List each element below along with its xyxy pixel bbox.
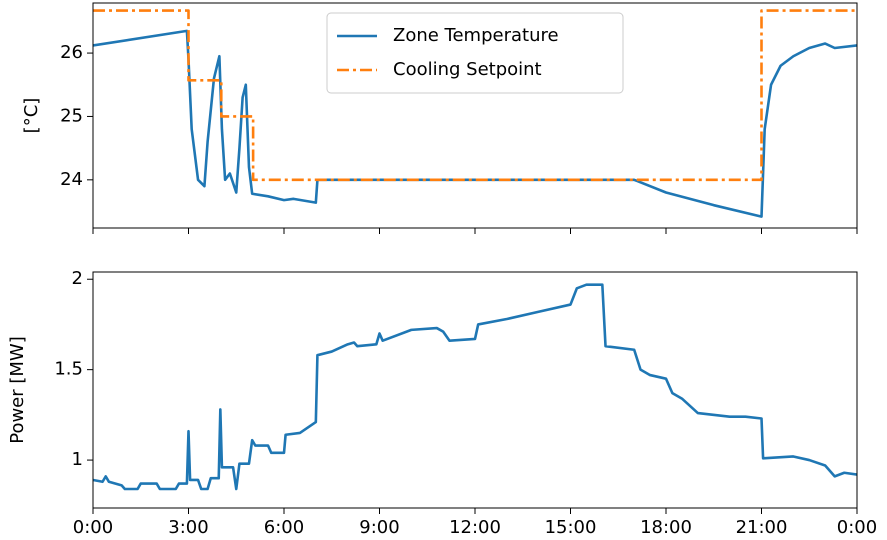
series-line bbox=[93, 283, 857, 491]
plot-frame bbox=[92, 2, 858, 229]
legend-label: Cooling Setpoint bbox=[393, 59, 542, 80]
x-tick-label: 0:00 bbox=[837, 517, 877, 538]
x-tick-label: 3:00 bbox=[168, 517, 208, 538]
plot-frame bbox=[92, 271, 858, 509]
x-tick-label: 6:00 bbox=[264, 517, 304, 538]
y-axis-label: [°C] bbox=[21, 98, 42, 134]
series-line bbox=[93, 9, 857, 182]
y-tick-label: 26 bbox=[60, 42, 83, 63]
x-tick-label: 9:00 bbox=[359, 517, 399, 538]
legend-frame bbox=[326, 12, 624, 94]
x-tick-label: 12:00 bbox=[449, 517, 501, 538]
legend-label: Zone Temperature bbox=[393, 25, 559, 46]
x-tick-label: 0:00 bbox=[73, 517, 113, 538]
y-tick-label: 24 bbox=[60, 169, 83, 190]
y-tick-label: 2 bbox=[72, 268, 83, 289]
x-tick-label: 18:00 bbox=[640, 517, 692, 538]
y-tick-label: 1 bbox=[72, 449, 83, 470]
y-tick-label: 25 bbox=[60, 105, 83, 126]
y-axis-label: Power [MW] bbox=[7, 336, 28, 444]
x-tick-label: 15:00 bbox=[545, 517, 597, 538]
y-tick-label: 1.5 bbox=[54, 359, 83, 380]
series-line bbox=[93, 29, 857, 218]
x-tick-label: 21:00 bbox=[736, 517, 788, 538]
